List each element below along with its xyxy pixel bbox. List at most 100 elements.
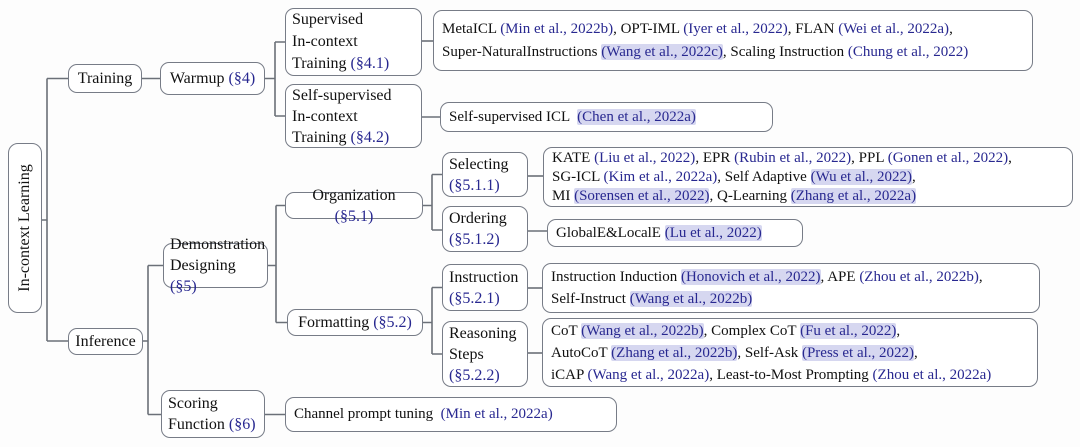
citation-link[interactable]: (Zhou et al., 2022a) [872,366,992,383]
text-segment: , [912,168,916,185]
text-segment: CoT [551,322,582,339]
citation-link[interactable]: (Zhang et al., 2022b) [611,344,738,361]
node-instruction: Instruction (§5.2.1) [442,264,528,311]
refs-scoring-function: Channel prompt tuning (Min et al., 2022a… [285,397,617,432]
text-segment: Training [77,70,133,87]
text-segment: , EPR [695,149,735,166]
node-self-supervised-in-context-training: Self-supervised In-context Training (§4.2) [285,84,422,148]
reference-text: KATE (Liu et al., 2022), EPR (Rubin et a… [552,149,1012,206]
citation-link[interactable]: (Wang et al., 2022b) [581,322,704,339]
text-segment: , [896,322,901,339]
text-segment: Designing [170,257,236,274]
citation-link[interactable]: (Wei et al., 2022a) [838,20,950,37]
citation-link[interactable]: (Lu et al., 2022) [664,224,762,241]
section-link[interactable]: (§5.2.1) [449,289,500,307]
text-segment: , Self Adaptive [717,168,811,185]
reference-text: Self-supervised ICL (Chen et al., 2022a) [449,108,696,126]
citation-link[interactable]: (Wang et al., 2022c) [601,43,723,60]
citation-link[interactable]: (Zhou et al., 2022b) [859,269,979,285]
text-segment: Organization [312,186,396,204]
text-segment: Reasoning [449,324,517,342]
text-segment: Self-supervised ICL [449,108,578,125]
citation-link[interactable]: (Wang et al., 2022a) [587,366,710,383]
citation-link[interactable]: (Fu et al., 2022) [800,322,897,339]
text-segment: In-context [292,33,358,50]
node-label: Formatting (§5.2) [294,312,416,333]
section-link[interactable]: (§5) [170,278,197,295]
section-link[interactable]: (§5.1) [334,207,374,225]
text-segment: Formatting [298,314,374,331]
node-warmup: Warmup (§4) [160,62,265,95]
citation-link[interactable]: (Gonen et al., 2022) [887,149,1009,166]
text-segment: Super-NaturalInstructions [442,43,602,60]
text-segment: Training [292,128,351,146]
reference-text: GlobalE&LocalE (Lu et al., 2022) [556,224,762,242]
citation-link[interactable]: (Rubin et al., 2022) [734,149,852,166]
section-link[interactable]: (§5.2) [373,314,412,331]
refs-selecting: KATE (Liu et al., 2022), EPR (Rubin et a… [543,147,1073,207]
node-label: Self-supervised In-context Training (§4.2) [292,85,415,148]
node-label: Organization (§5.1) [292,185,416,227]
node-organization: Organization (§5.1) [285,187,423,225]
text-segment: Ordering [449,210,507,227]
section-link[interactable]: (§5.1.2) [449,231,500,248]
citation-link[interactable]: (Chung et al., 2022) [847,43,969,60]
node-label: Reasoning Steps (§5.2.2) [449,323,521,386]
citation-link[interactable]: (Min et al., 2022a) [440,406,553,422]
text-segment: , FLAN [787,20,839,37]
refs-self-supervised: Self-supervised ICL (Chen et al., 2022a) [440,102,773,132]
text-segment: Instruction Induction [551,269,681,285]
text-segment: , [978,269,983,285]
reference-text: CoT (Wang et al., 2022b), Complex CoT (F… [551,320,991,386]
node-formatting: Formatting (§5.2) [287,309,423,336]
text-segment: , Self-Ask [737,344,802,361]
citation-link[interactable]: (Honovich et al., 2022) [680,269,821,285]
citation-link[interactable]: (Wu et al., 2022) [810,168,913,185]
text-segment: , Scaling Instruction [722,43,848,60]
refs-reasoning-steps: CoT (Wang et al., 2022b), Complex CoT (F… [542,318,1038,387]
node-scoring-function: Scoring Function (§6) [161,390,265,438]
citation-link[interactable]: (Kim et al., 2022a) [603,168,718,185]
citation-link[interactable]: (Liu et al., 2022) [594,149,696,166]
text-segment: , Q-Learning [709,187,791,204]
text-segment: Instruction [449,268,519,286]
text-segment: Self-supervised [292,86,392,104]
text-segment: , PPL [851,149,888,166]
citation-link[interactable]: (Wang et al., 2022b) [629,291,753,307]
text-segment: Scoring [168,395,218,412]
text-segment: , OPT-IML [613,20,684,37]
node-demonstration-designing: Demonstration Designing (§5) [163,236,268,295]
text-segment: , [949,20,953,37]
citation-link[interactable]: (Zhang et al., 2022a) [790,187,917,204]
section-link[interactable]: (§5.1.1) [449,176,500,194]
refs-supervised-training: MetaICL (Min et al., 2022b), OPT-IML (Iy… [433,10,1033,71]
citation-link[interactable]: (Iyer et al., 2022) [683,20,788,37]
node-label: Instruction (§5.2.1) [449,267,521,309]
refs-ordering: GlobalE&LocalE (Lu et al., 2022) [547,219,803,247]
section-link[interactable]: (§6) [228,416,256,433]
text-segment: Steps [449,345,484,363]
section-link[interactable]: (§5.2.2) [449,366,500,384]
citation-link[interactable]: (Press et al., 2022) [801,344,915,361]
section-link[interactable]: (§4) [228,70,256,87]
citation-link[interactable]: (Min et al., 2022b) [500,20,614,37]
text-segment: , Least-to-Most Prompting [709,366,873,383]
citation-link[interactable]: (Sorensen et al., 2022) [574,187,710,204]
section-link[interactable]: (§4.2) [350,128,390,146]
node-label: Warmup (§4) [167,68,258,89]
node-label: Inference [75,331,136,352]
node-label: Ordering (§5.1.2) [449,208,521,250]
text-segment: , Complex CoT [703,322,801,339]
node-label: Selecting (§5.1.1) [449,154,521,196]
node-ordering: Ordering (§5.1.2) [442,206,528,252]
section-link[interactable]: (§4.1) [350,55,390,72]
text-segment: Function [168,416,229,433]
text-segment: MI [552,187,575,204]
node-supervised-in-context-training: Supervised In-context Training (§4.1) [285,8,422,76]
text-segment: Warmup [169,70,229,87]
text-segment: iCAP [551,366,588,383]
node-label: Scoring Function (§6) [168,393,258,435]
text-segment: AutoCoT [551,344,612,361]
citation-link[interactable]: (Chen et al., 2022a) [577,108,696,125]
